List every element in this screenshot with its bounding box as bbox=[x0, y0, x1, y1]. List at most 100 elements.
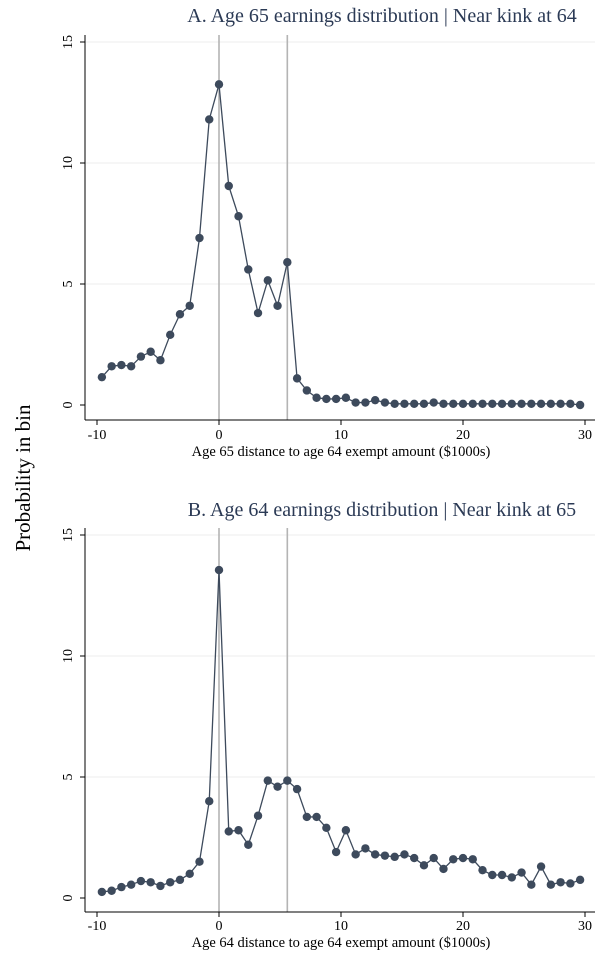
panel-b-data-point bbox=[566, 879, 575, 888]
panel-a-data-point bbox=[283, 258, 292, 267]
panel-b-data-point bbox=[292, 784, 302, 794]
panel-a-data-point bbox=[292, 374, 302, 383]
panel-b-data-point bbox=[312, 812, 321, 822]
panel-a-data-point bbox=[575, 400, 585, 410]
panel-b-data-point bbox=[527, 880, 536, 889]
panel-a-data-point bbox=[351, 398, 360, 407]
panel-b-data-point bbox=[302, 812, 312, 822]
panel-b-data-point bbox=[283, 776, 292, 785]
panel-b-data-point bbox=[253, 811, 263, 820]
panel-b-data-point bbox=[205, 797, 214, 806]
panel-a-data-point bbox=[253, 308, 263, 318]
panel-a-y-tick-label: 15 bbox=[61, 35, 76, 49]
panel-a-x-axis-title: Age 65 distance to age 64 exempt amount … bbox=[192, 444, 491, 460]
panel-a-y-tick-label: 0 bbox=[61, 402, 76, 409]
panel-a-data-point bbox=[546, 399, 556, 408]
panel-b-y-tick-label: 10 bbox=[61, 649, 76, 663]
panel-a-data-point bbox=[517, 399, 526, 408]
panel-a-data-point bbox=[400, 399, 409, 408]
panel-b-data-point bbox=[175, 875, 185, 885]
panel-b-data-point bbox=[136, 876, 146, 886]
panel-a-x-tick-label: 0 bbox=[216, 428, 223, 443]
panel-a-x-tick-label: 30 bbox=[578, 428, 592, 443]
panel-b-data-point bbox=[273, 782, 282, 791]
panel-a-data-point bbox=[449, 399, 458, 408]
panel-b-data-point bbox=[449, 855, 458, 864]
panel-a-data-point bbox=[185, 301, 194, 310]
panel-a-data-point bbox=[536, 399, 546, 408]
panel-a-data-point bbox=[136, 352, 146, 361]
panel-b-x-tick-label: 30 bbox=[578, 919, 592, 934]
panel-a-data-point bbox=[224, 181, 233, 191]
panel-a-data-point bbox=[331, 394, 341, 404]
panel-a-data-point bbox=[97, 372, 107, 382]
panel-b-data-point bbox=[195, 857, 204, 866]
panel-a-data-point bbox=[175, 310, 185, 319]
panel-b-data-point bbox=[107, 886, 116, 895]
panel-a-data-point bbox=[556, 399, 565, 408]
panel-b-data-point bbox=[214, 565, 224, 575]
panel-b-data-point bbox=[536, 862, 546, 871]
panel-b-data-point bbox=[517, 868, 526, 877]
panel-a-data-point bbox=[302, 386, 312, 395]
panel-a-data-point bbox=[107, 362, 116, 371]
panel-b-x-tick-label: 0 bbox=[216, 919, 223, 934]
panel-b-data-point bbox=[507, 873, 516, 882]
panel-a-data-point bbox=[234, 212, 243, 221]
panel-b-data-point bbox=[478, 865, 487, 875]
panel-a-data-point bbox=[419, 399, 429, 408]
panel-b-data-point bbox=[361, 844, 370, 853]
panel-a-data-point bbox=[244, 265, 253, 274]
panel-a-data-point bbox=[566, 399, 575, 408]
panel-a-x-tick-label: -10 bbox=[88, 428, 107, 443]
panel-a-data-point bbox=[146, 347, 155, 356]
panel-b-data-point bbox=[263, 776, 272, 785]
figure-ylabel: Probability in bin bbox=[11, 404, 35, 552]
panel-a-data-point bbox=[439, 399, 448, 408]
panel-a-x-tick-label: 10 bbox=[334, 428, 348, 443]
panel-a-data-point bbox=[468, 399, 477, 408]
panel-a-y-tick-label: 5 bbox=[61, 281, 76, 288]
panel-b-data-point bbox=[370, 850, 380, 859]
panel-a-data-point bbox=[527, 399, 536, 408]
panel-b-data-point bbox=[419, 861, 429, 870]
panel-a-data-point bbox=[166, 330, 175, 340]
panel-a-data-point bbox=[263, 276, 272, 285]
panel-b-data-point bbox=[341, 826, 351, 835]
panel-b-y-tick-label: 5 bbox=[61, 774, 76, 781]
panel-b-x-tick-label: 20 bbox=[456, 919, 470, 934]
panel-b-title: B. Age 64 earnings distribution | Near k… bbox=[188, 499, 576, 521]
panel-b-data-point bbox=[224, 827, 233, 836]
panel-b-data-point bbox=[429, 853, 438, 863]
panel-a-data-point bbox=[497, 399, 507, 408]
panel-a-data-point bbox=[205, 115, 214, 124]
panel-b-data-point bbox=[390, 852, 399, 862]
panel-b-data-point bbox=[458, 853, 468, 863]
panel-b-data-point bbox=[546, 880, 556, 889]
panel-b-x-tick-label: -10 bbox=[88, 919, 107, 934]
panel-a-data-point bbox=[429, 398, 438, 407]
panel-b-x-tick-label: 10 bbox=[334, 919, 348, 934]
panel-a-data-point bbox=[195, 233, 204, 243]
panel-a-data-point bbox=[390, 399, 399, 408]
panel-a-data-point bbox=[117, 360, 126, 370]
panel-b-data-point bbox=[410, 853, 419, 863]
panel-a-data-point bbox=[507, 399, 516, 408]
panel-a-data-point bbox=[370, 395, 380, 405]
panel-a-data-point bbox=[273, 301, 282, 310]
panel-a-data-point bbox=[410, 399, 419, 408]
panel-a-title: A. Age 65 earnings distribution | Near k… bbox=[187, 5, 577, 27]
panel-b-x-axis-title: Age 64 distance to age 64 exempt amount … bbox=[192, 935, 491, 951]
panel-a-data-point bbox=[126, 362, 136, 371]
panel-b-data-point bbox=[234, 826, 243, 835]
panel-b-data-point bbox=[556, 878, 565, 887]
panel-b-data-point bbox=[117, 882, 126, 892]
panel-a-data-point bbox=[156, 356, 165, 365]
panel-a-data-point bbox=[478, 399, 487, 408]
panel-a-data-point bbox=[458, 399, 468, 408]
panel-b-data-point bbox=[126, 880, 136, 889]
panel-b-data-point bbox=[488, 870, 497, 880]
panel-a-data-point bbox=[341, 393, 351, 402]
panel-b-data-point bbox=[497, 870, 507, 880]
